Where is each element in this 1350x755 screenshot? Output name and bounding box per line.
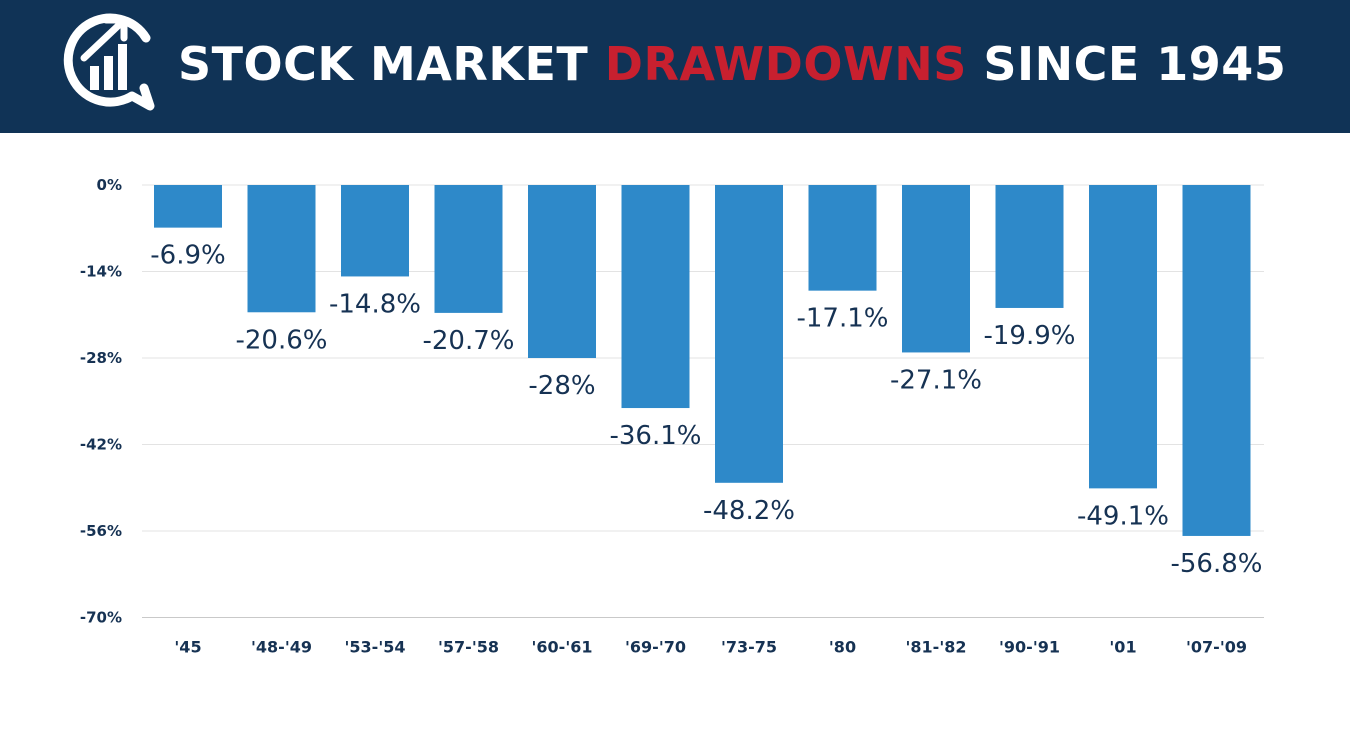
bar-value-label: -28%	[528, 371, 595, 401]
bar	[434, 185, 503, 313]
bar-value-label: -49.1%	[1077, 501, 1169, 531]
title-part1: STOCK MARKET	[178, 37, 605, 91]
y-tick-label: -28%	[80, 349, 122, 367]
x-tick-label: '73-75	[721, 638, 777, 657]
bar	[995, 185, 1064, 308]
bar	[528, 185, 596, 358]
y-tick-label: 0%	[97, 176, 122, 194]
bar-value-label: -27.1%	[890, 365, 982, 395]
bar-value-label: -20.7%	[423, 326, 515, 356]
bar-value-label: -48.2%	[703, 496, 795, 526]
bar-value-label: -56.8%	[1171, 549, 1263, 579]
x-tick-label: '57-'58	[438, 638, 499, 657]
x-tick-label: '60-'61	[532, 638, 593, 657]
bar-value-label: -14.8%	[329, 289, 421, 319]
x-tick-label: '45	[174, 638, 201, 657]
bar-value-label: -17.1%	[797, 304, 889, 334]
y-tick-label: -56%	[80, 522, 122, 540]
x-tick-label: '48-'49	[251, 638, 312, 657]
drawdown-bar-chart: 0% -14% -28% -42% -56% -70% -6.9% '45 -20.6% '48-…	[80, 176, 1264, 657]
y-tick-label: -42%	[80, 436, 122, 454]
x-tick-label: '80	[829, 638, 856, 657]
bar	[715, 185, 783, 483]
title-part2: SINCE 1945	[966, 37, 1287, 91]
bar	[902, 185, 970, 353]
title-highlight: DRAWDOWNS	[604, 37, 967, 91]
bar	[808, 185, 877, 291]
chart-bubble-icon	[63, 13, 155, 111]
bar-value-label: -36.1%	[610, 421, 702, 451]
x-tick-label: '53-'54	[345, 638, 406, 657]
y-tick-label: -70%	[80, 609, 122, 627]
x-tick-label: '07-'09	[1186, 638, 1247, 657]
bar	[1089, 185, 1157, 489]
bar	[341, 185, 409, 277]
bar-value-label: -20.6%	[236, 325, 328, 355]
y-tick-label: -14%	[80, 263, 122, 281]
x-tick-label: '01	[1109, 638, 1136, 657]
bar-value-label: -19.9%	[984, 321, 1076, 351]
bar	[154, 185, 222, 228]
bar	[247, 185, 316, 313]
header-banner: STOCK MARKET DRAWDOWNS SINCE 1945	[0, 0, 1350, 133]
page-title: STOCK MARKET DRAWDOWNS SINCE 1945	[178, 34, 1286, 94]
bar	[1182, 185, 1251, 536]
bar-value-label: -6.9%	[150, 241, 225, 271]
x-tick-label: '90-'91	[999, 638, 1060, 657]
x-tick-label: '69-'70	[625, 638, 686, 657]
x-tick-label: '81-'82	[906, 638, 967, 657]
bar	[621, 185, 690, 409]
